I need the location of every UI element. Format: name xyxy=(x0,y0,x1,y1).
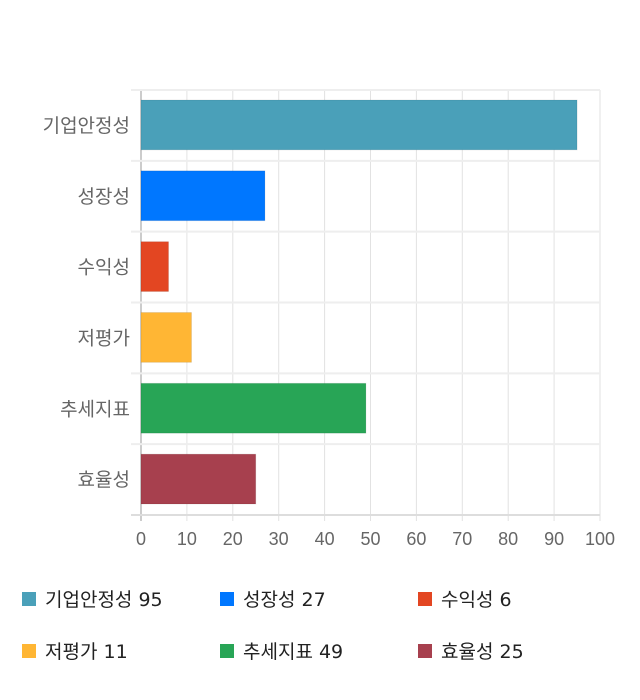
x-tick-label: 60 xyxy=(406,529,426,549)
y-category-label: 저평가 xyxy=(78,327,130,349)
legend-swatch xyxy=(22,591,36,606)
x-tick-label: 90 xyxy=(544,529,564,549)
legend-label: 효율성 25 xyxy=(441,641,524,663)
x-tick-label: 30 xyxy=(269,529,289,549)
y-category-label: 기업안정성 xyxy=(43,115,130,137)
legend-label: 성장성 27 xyxy=(243,589,326,611)
bar-5 xyxy=(140,382,367,434)
legend-swatch xyxy=(220,643,234,658)
legend-swatch xyxy=(418,591,432,606)
bar-2 xyxy=(140,170,266,222)
legend-swatch xyxy=(22,643,36,658)
legend-item[interactable]: 기업안정성 95 xyxy=(22,585,163,612)
bar-1 xyxy=(140,99,578,151)
y-category-label: 추세지표 xyxy=(60,398,130,420)
legend-label: 수익성 6 xyxy=(441,589,512,611)
x-tick-label: 70 xyxy=(452,529,472,549)
legend-label: 저평가 11 xyxy=(45,641,128,663)
legend-swatch xyxy=(220,591,234,606)
x-tick-label: 10 xyxy=(177,529,197,549)
x-tick-label: 20 xyxy=(223,529,243,549)
y-category-label: 성장성 xyxy=(78,186,130,208)
y-category-label: 효율성 xyxy=(78,469,130,491)
legend-swatch xyxy=(418,643,432,658)
bar-4 xyxy=(140,312,192,363)
x-tick-label: 100 xyxy=(585,529,615,549)
legend-item[interactable]: 효율성 25 xyxy=(418,637,524,664)
y-category-label: 수익성 xyxy=(78,257,130,279)
bar-3 xyxy=(140,241,170,293)
bar-6 xyxy=(140,453,257,505)
legend-item[interactable]: 수익성 6 xyxy=(418,585,512,612)
legend-item[interactable]: 저평가 11 xyxy=(22,637,128,664)
x-tick-label: 50 xyxy=(360,529,380,549)
legend-item[interactable]: 추세지표 49 xyxy=(220,637,343,664)
bar-chart: 0 10 20 30 40 50 60 70 80 90 100 기업안정성성장성수익성저평가추세지표… xyxy=(43,89,615,549)
legend-label: 추세지표 49 xyxy=(243,641,344,663)
x-tick-label: 40 xyxy=(315,529,335,549)
legend-label: 기업안정성 95 xyxy=(45,589,163,611)
legend-item[interactable]: 성장성 27 xyxy=(220,585,326,612)
x-tick-label: 80 xyxy=(498,529,518,549)
x-tick-label: 0 xyxy=(136,529,146,549)
